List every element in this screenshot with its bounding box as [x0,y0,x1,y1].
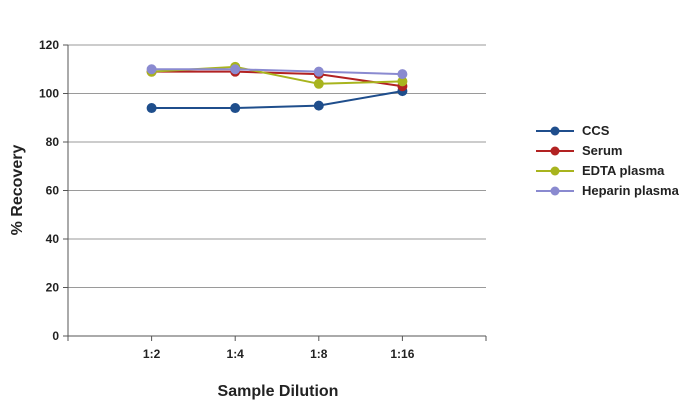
data-point [397,69,408,80]
y-tick-label: 60 [46,184,60,198]
data-point [313,78,324,89]
x-axis-title: Sample Dilution [218,383,339,400]
y-tick-label: 100 [39,87,59,101]
data-point [146,103,157,114]
legend-swatch-marker [550,166,560,176]
data-point [230,103,241,114]
series-line [151,68,403,76]
legend-item: Serum [536,143,622,158]
y-tick-label: 40 [46,232,60,246]
legend-label: EDTA plasma [582,163,665,178]
x-tick-label: 1:2 [143,347,161,361]
legend-item: CCS [536,123,610,138]
x-tick-label: 1:4 [227,347,245,361]
legend-item: EDTA plasma [536,163,665,178]
data-point [146,64,157,75]
y-axis-title: % Recovery [9,145,26,236]
y-tick-label: 20 [46,281,60,295]
series-ccs [146,86,408,114]
data-point [313,66,324,77]
x-tick-label: 1:16 [390,347,414,361]
y-tick-label: 80 [46,135,60,149]
tick-labels: 0 20 40 60 80 100 120 1:2 1:4 1:8 1:16 [39,38,415,361]
y-tick-label: 0 [52,329,59,343]
gridlines [68,44,486,288]
data-point [313,100,324,111]
series-edta-plasma [146,61,408,89]
legend-swatch-marker [550,126,560,136]
legend-swatch-marker [550,146,560,156]
series-line [151,70,403,88]
x-tick-label: 1:8 [310,347,328,361]
legend-item: Heparin plasma [536,183,680,198]
legend-label: CCS [582,123,610,138]
y-tick-label: 120 [39,38,59,52]
data-point [230,64,241,75]
series-line [151,90,403,110]
axes [63,44,487,341]
legend: CCS Serum EDTA plasma Heparin plasma [536,123,680,198]
legend-swatch-marker [550,186,560,196]
series-heparin-plasma [146,64,408,80]
legend-label: Serum [582,143,622,158]
legend-label: Heparin plasma [582,183,680,198]
series-layer [146,61,408,114]
